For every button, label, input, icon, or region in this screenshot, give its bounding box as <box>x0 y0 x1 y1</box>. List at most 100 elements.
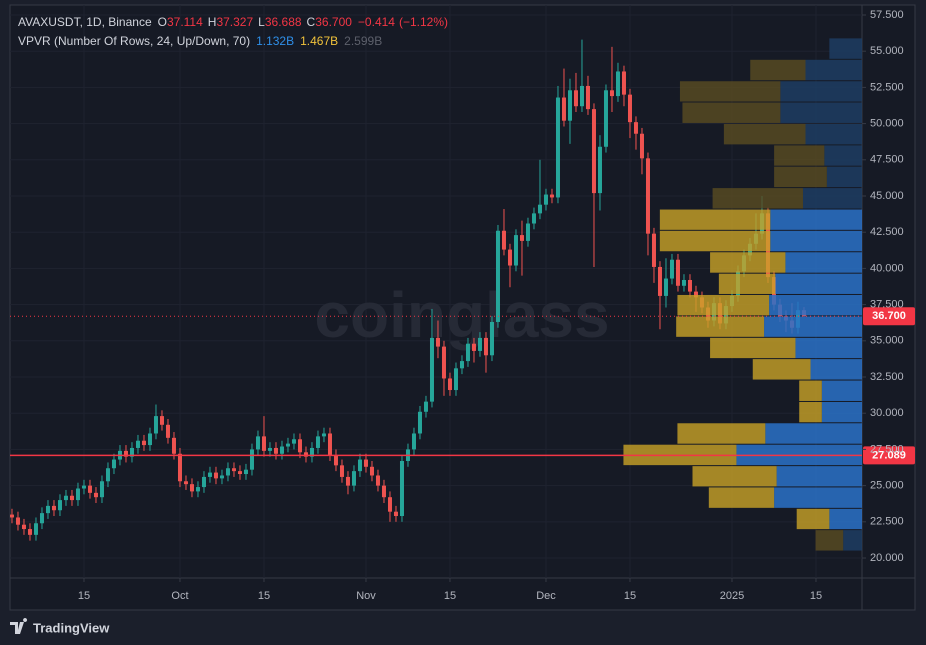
candle-body <box>219 475 224 479</box>
indicator-line: VPVR (Number Of Rows, 24, Up/Down, 70) 1.… <box>18 34 382 48</box>
profile-up-bar <box>802 188 862 209</box>
candle-body <box>261 436 266 451</box>
candle-body <box>477 337 482 351</box>
candle-body <box>27 529 32 535</box>
candle-body <box>195 487 200 492</box>
profile-up-bar <box>785 252 862 273</box>
volume-profile <box>623 38 862 551</box>
candle-body <box>531 213 536 224</box>
profile-up-bar <box>774 487 862 508</box>
candle-body <box>333 455 338 466</box>
candle-body <box>441 346 446 379</box>
price-label: 27.089 <box>872 449 906 461</box>
candle-body <box>495 230 500 322</box>
low-letter: L <box>258 15 265 29</box>
candle-body <box>297 439 302 453</box>
x-tick-label: Nov <box>356 590 376 602</box>
profile-up-bar <box>810 359 862 380</box>
profile-down-bar <box>710 337 796 359</box>
profile-up-bar <box>795 337 862 359</box>
high-value: 37.327 <box>216 15 253 29</box>
y-tick-label: 40.000 <box>870 262 904 274</box>
profile-down-bar <box>708 487 775 508</box>
candle-body <box>291 439 296 444</box>
candle-body <box>129 447 134 457</box>
profile-down-bar <box>679 81 781 102</box>
candle-body <box>273 447 278 454</box>
candle-body <box>555 97 560 198</box>
price-label: 36.700 <box>872 310 906 322</box>
y-tick-label: 50.000 <box>870 118 904 130</box>
profile-down-bar <box>796 508 830 530</box>
profile-down-bar <box>682 102 781 123</box>
candle-body <box>123 450 128 457</box>
candle-body <box>225 468 230 476</box>
candle-body <box>507 249 512 266</box>
profile-up-bar <box>765 423 862 444</box>
profile-up-bar <box>829 508 862 530</box>
profile-down-bar <box>692 466 777 487</box>
candle-body <box>255 436 260 450</box>
candle-body <box>363 459 368 467</box>
candle-body <box>465 343 470 362</box>
candle-body <box>573 90 578 107</box>
candle-body <box>459 361 464 369</box>
candle-body <box>10 514 14 518</box>
change-pct: (−1.12%) <box>399 15 448 29</box>
candle-body <box>135 440 140 448</box>
profile-up-bar <box>824 145 862 166</box>
candle-body <box>231 468 236 472</box>
profile-down-bar <box>659 230 771 252</box>
profile-down-bar <box>677 423 766 444</box>
y-tick-label: 52.500 <box>870 81 904 93</box>
candle-body <box>147 433 152 446</box>
candle-body <box>201 476 206 488</box>
candle-body <box>93 492 98 498</box>
y-tick-label: 32.500 <box>870 371 904 383</box>
candle-body <box>15 517 20 525</box>
candle-body <box>321 433 326 437</box>
total: 2.599B <box>344 34 382 48</box>
candle-body <box>615 71 620 97</box>
profile-up-bar <box>776 466 862 487</box>
candle-body <box>669 259 674 279</box>
candle-body <box>693 291 698 298</box>
profile-down-bar <box>718 273 776 294</box>
profile-up-bar <box>770 230 862 252</box>
profile-down-bar <box>659 209 771 230</box>
candle-body <box>33 523 38 535</box>
candle-body <box>435 337 440 347</box>
change: −0.414 <box>358 15 395 29</box>
y-tick-label: 22.500 <box>870 516 904 528</box>
y-tick-label: 47.500 <box>870 154 904 166</box>
candle-body <box>75 488 80 501</box>
y-tick-label: 20.000 <box>870 552 904 564</box>
candle-body <box>453 368 458 391</box>
candle-body <box>87 485 92 493</box>
profile-down-bar <box>723 123 806 145</box>
candle-body <box>519 235 524 241</box>
grid <box>10 5 862 578</box>
candle-body <box>357 459 362 472</box>
profile-up-bar <box>805 59 862 81</box>
candle-body <box>471 343 476 351</box>
candle-body <box>501 230 506 250</box>
profile-up-bar <box>780 102 862 123</box>
candle-body <box>651 233 656 267</box>
x-tick-label: 15 <box>444 590 456 602</box>
candle-body <box>621 71 626 95</box>
x-tick-label: 15 <box>78 590 90 602</box>
candle-body <box>339 465 344 477</box>
candle-body <box>315 436 320 448</box>
candle-body <box>159 416 164 425</box>
candle-body <box>687 279 692 292</box>
candle-body <box>411 433 416 450</box>
x-tick-label: 15 <box>258 590 270 602</box>
candle-body <box>105 468 110 482</box>
profile-down-bar <box>752 359 811 380</box>
y-tick-label: 37.500 <box>870 299 904 311</box>
profile-down-bar <box>799 401 822 423</box>
candle-body <box>171 437 176 454</box>
profile-down-bar <box>774 166 827 188</box>
